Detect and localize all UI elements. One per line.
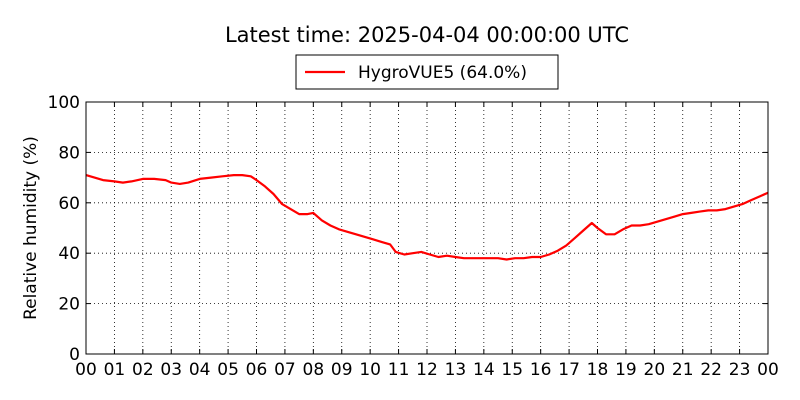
x-tick-label: 16 — [530, 360, 552, 380]
x-tick-label: 03 — [160, 360, 182, 380]
x-tick-label: 12 — [416, 360, 438, 380]
x-tick-label: 19 — [615, 360, 637, 380]
x-tick-label: 23 — [729, 360, 751, 380]
legend: HygroVUE5 (64.0%) — [295, 54, 559, 90]
y-tick-label: 80 — [58, 143, 80, 163]
x-tick-label: 15 — [501, 360, 523, 380]
x-tick-label: 22 — [700, 360, 722, 380]
x-tick-label: 06 — [246, 360, 268, 380]
x-tick-label: 02 — [132, 360, 154, 380]
chart-title: Latest time: 2025-04-04 00:00:00 UTC — [225, 23, 629, 47]
x-tick-label: 11 — [388, 360, 410, 380]
y-tick-label: 20 — [58, 295, 80, 315]
y-tick-label: 40 — [58, 244, 80, 264]
y-tick-labels: 0 20 40 60 80 100 — [48, 93, 80, 365]
x-tick-label: 17 — [558, 360, 580, 380]
x-tick-label: 00 — [757, 360, 779, 380]
x-tick-label: 00 — [75, 360, 97, 380]
x-tick-label: 07 — [274, 360, 296, 380]
x-tick-label: 08 — [303, 360, 325, 380]
humidity-series-line — [85, 174, 769, 261]
x-tick-label: 05 — [217, 360, 239, 380]
y-tick-label: 100 — [48, 93, 80, 113]
x-tick-labels: 00 01 02 03 04 05 06 07 08 09 10 11 12 13 14 15 16 17 18 19… — [75, 360, 779, 380]
x-tick-label: 01 — [104, 360, 126, 380]
y-tick-label: 60 — [58, 194, 80, 214]
x-tick-label: 14 — [473, 360, 495, 380]
x-tick-label: 13 — [445, 360, 467, 380]
x-tick-label: 18 — [587, 360, 609, 380]
x-tick-label: 09 — [331, 360, 353, 380]
y-axis-label: Relative humidity (%) — [21, 136, 41, 320]
x-tick-label: 20 — [644, 360, 666, 380]
x-tick-label: 04 — [189, 360, 211, 380]
axis-ticks — [85, 101, 769, 355]
x-tick-label: 21 — [672, 360, 694, 380]
y-tick-label: 0 — [69, 345, 80, 365]
x-tick-label: 10 — [359, 360, 381, 380]
legend-label: HygroVUE5 (64.0%) — [358, 63, 527, 83]
